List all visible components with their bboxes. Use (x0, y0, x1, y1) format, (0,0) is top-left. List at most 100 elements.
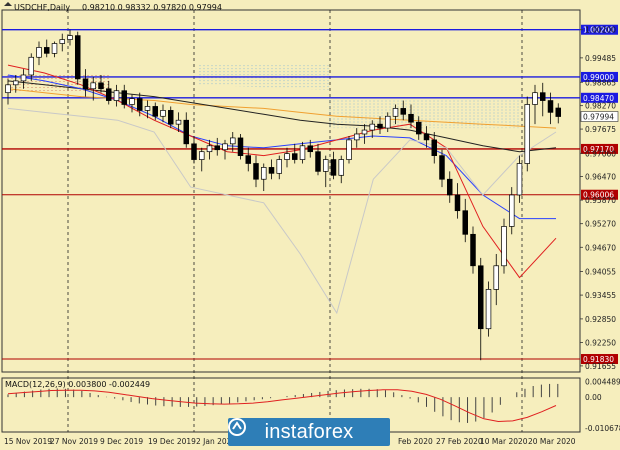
candle-body (431, 139, 438, 156)
date-tick-label: 9 Dec 2019 (100, 437, 143, 446)
candle-body (222, 143, 228, 151)
date-tick-label: Feb 2020 (398, 437, 433, 446)
price-tick-label: 0.92250 (585, 338, 616, 347)
level-price-label: 0.99000 (583, 73, 614, 82)
level-price-label: 0.98470 (583, 94, 614, 103)
date-tick-label: 15 Nov 2019 (4, 437, 52, 446)
candle-body (291, 153, 298, 160)
current-price-box (580, 111, 619, 122)
candle-body (59, 39, 66, 44)
candle-body (105, 88, 112, 101)
candle-body (470, 233, 476, 267)
candle-body (82, 78, 89, 90)
candle-body (415, 121, 422, 135)
instaforex-logo-icon (228, 418, 246, 436)
candle-body (408, 113, 414, 123)
price-tick-label: 0.97675 (585, 125, 616, 134)
candle-body (12, 80, 19, 86)
price-tick-label: 0.93455 (585, 291, 616, 300)
candle-body (547, 100, 554, 113)
candle-body (446, 178, 453, 196)
date-tick-label: 2 Jan 2020 (196, 437, 236, 446)
candle-body (67, 35, 73, 40)
candle-body (237, 137, 244, 156)
candle-body (477, 265, 484, 330)
candle-body (276, 159, 283, 174)
candle-body (36, 47, 42, 58)
candle-body (253, 163, 259, 180)
macd-signal-line (7, 389, 557, 423)
candle-body (346, 139, 352, 160)
macd-tick-label: -0.010678 (585, 424, 620, 433)
candle-body (508, 194, 515, 227)
price-tick-label: 0.92850 (585, 315, 616, 324)
level-price-box (581, 189, 618, 200)
macd-tick-label: 0.00 (585, 393, 602, 402)
candle-body (400, 108, 407, 115)
candle-body (555, 107, 562, 117)
price-tick-label: 0.95270 (585, 220, 616, 229)
candle-body (20, 74, 27, 82)
price-tick-label: 0.99485 (585, 54, 616, 63)
candle-body (532, 92, 538, 105)
candle-body (51, 43, 58, 54)
candle-body (353, 133, 360, 141)
candle-body (28, 56, 35, 76)
chart-symbol-label: USDCHF,Daily (14, 3, 70, 12)
candle-body (260, 167, 267, 180)
level-price-label: 1.00200 (583, 26, 614, 35)
price-tick-label: 0.96470 (585, 172, 616, 181)
date-tick-label: 27 Nov 2019 (50, 437, 98, 446)
candle-body (229, 137, 236, 145)
candle-body (369, 123, 376, 131)
candle-body (43, 47, 50, 54)
candle-body (98, 82, 104, 90)
candle-body (361, 129, 368, 135)
date-tick-label: 10 Mar 2020 (480, 437, 528, 446)
main-plot-frame (1, 9, 581, 373)
candle-body (245, 155, 252, 164)
chart-ohlc-label: 0.98210 0.98332 0.97820 0.97994 (82, 3, 222, 12)
price-tick-label: 0.94670 (585, 243, 616, 252)
black-ma-line (7, 80, 557, 153)
candle-body (315, 151, 321, 172)
candle-body (423, 133, 430, 141)
candle-body (167, 110, 174, 125)
level-price-box (581, 24, 618, 35)
candle-body (268, 167, 275, 174)
candle-body (136, 98, 143, 111)
candle-body (330, 159, 337, 176)
price-tick-label: 0.95870 (585, 196, 616, 205)
candle-body (392, 108, 399, 117)
candle-body (524, 104, 531, 164)
price-tick-label: 0.98270 (585, 102, 616, 111)
instaforex-logo: instaforex (228, 418, 390, 446)
candle-body (485, 289, 492, 330)
current-price-label: 0.97994 (583, 113, 614, 122)
candle-body (5, 84, 11, 94)
price-tick-label: 0.94055 (585, 267, 616, 276)
level-price-label: 0.96006 (583, 191, 614, 200)
candle-body (284, 153, 290, 160)
candle-body (129, 98, 135, 105)
candle-body (516, 163, 523, 196)
candle-body (307, 145, 314, 153)
candle-body (152, 106, 159, 117)
logo-text: instaforex (264, 420, 354, 443)
grey-line-line (7, 107, 557, 315)
candle-body (214, 145, 221, 151)
candle-body (439, 155, 445, 180)
blue-ma-line (7, 74, 556, 220)
date-tick-label: 27 Feb 2020 (436, 437, 483, 446)
candle-body (462, 210, 469, 235)
orange-ma-line (7, 88, 557, 129)
price-tick-label: 1.00200 (585, 26, 616, 35)
symbol-arrow-icon (4, 2, 12, 6)
candle-body (90, 82, 97, 90)
candle-body (74, 35, 81, 80)
candle-body (377, 123, 383, 129)
candle-body (175, 119, 182, 125)
price-tick-label: 0.97060 (585, 149, 616, 158)
